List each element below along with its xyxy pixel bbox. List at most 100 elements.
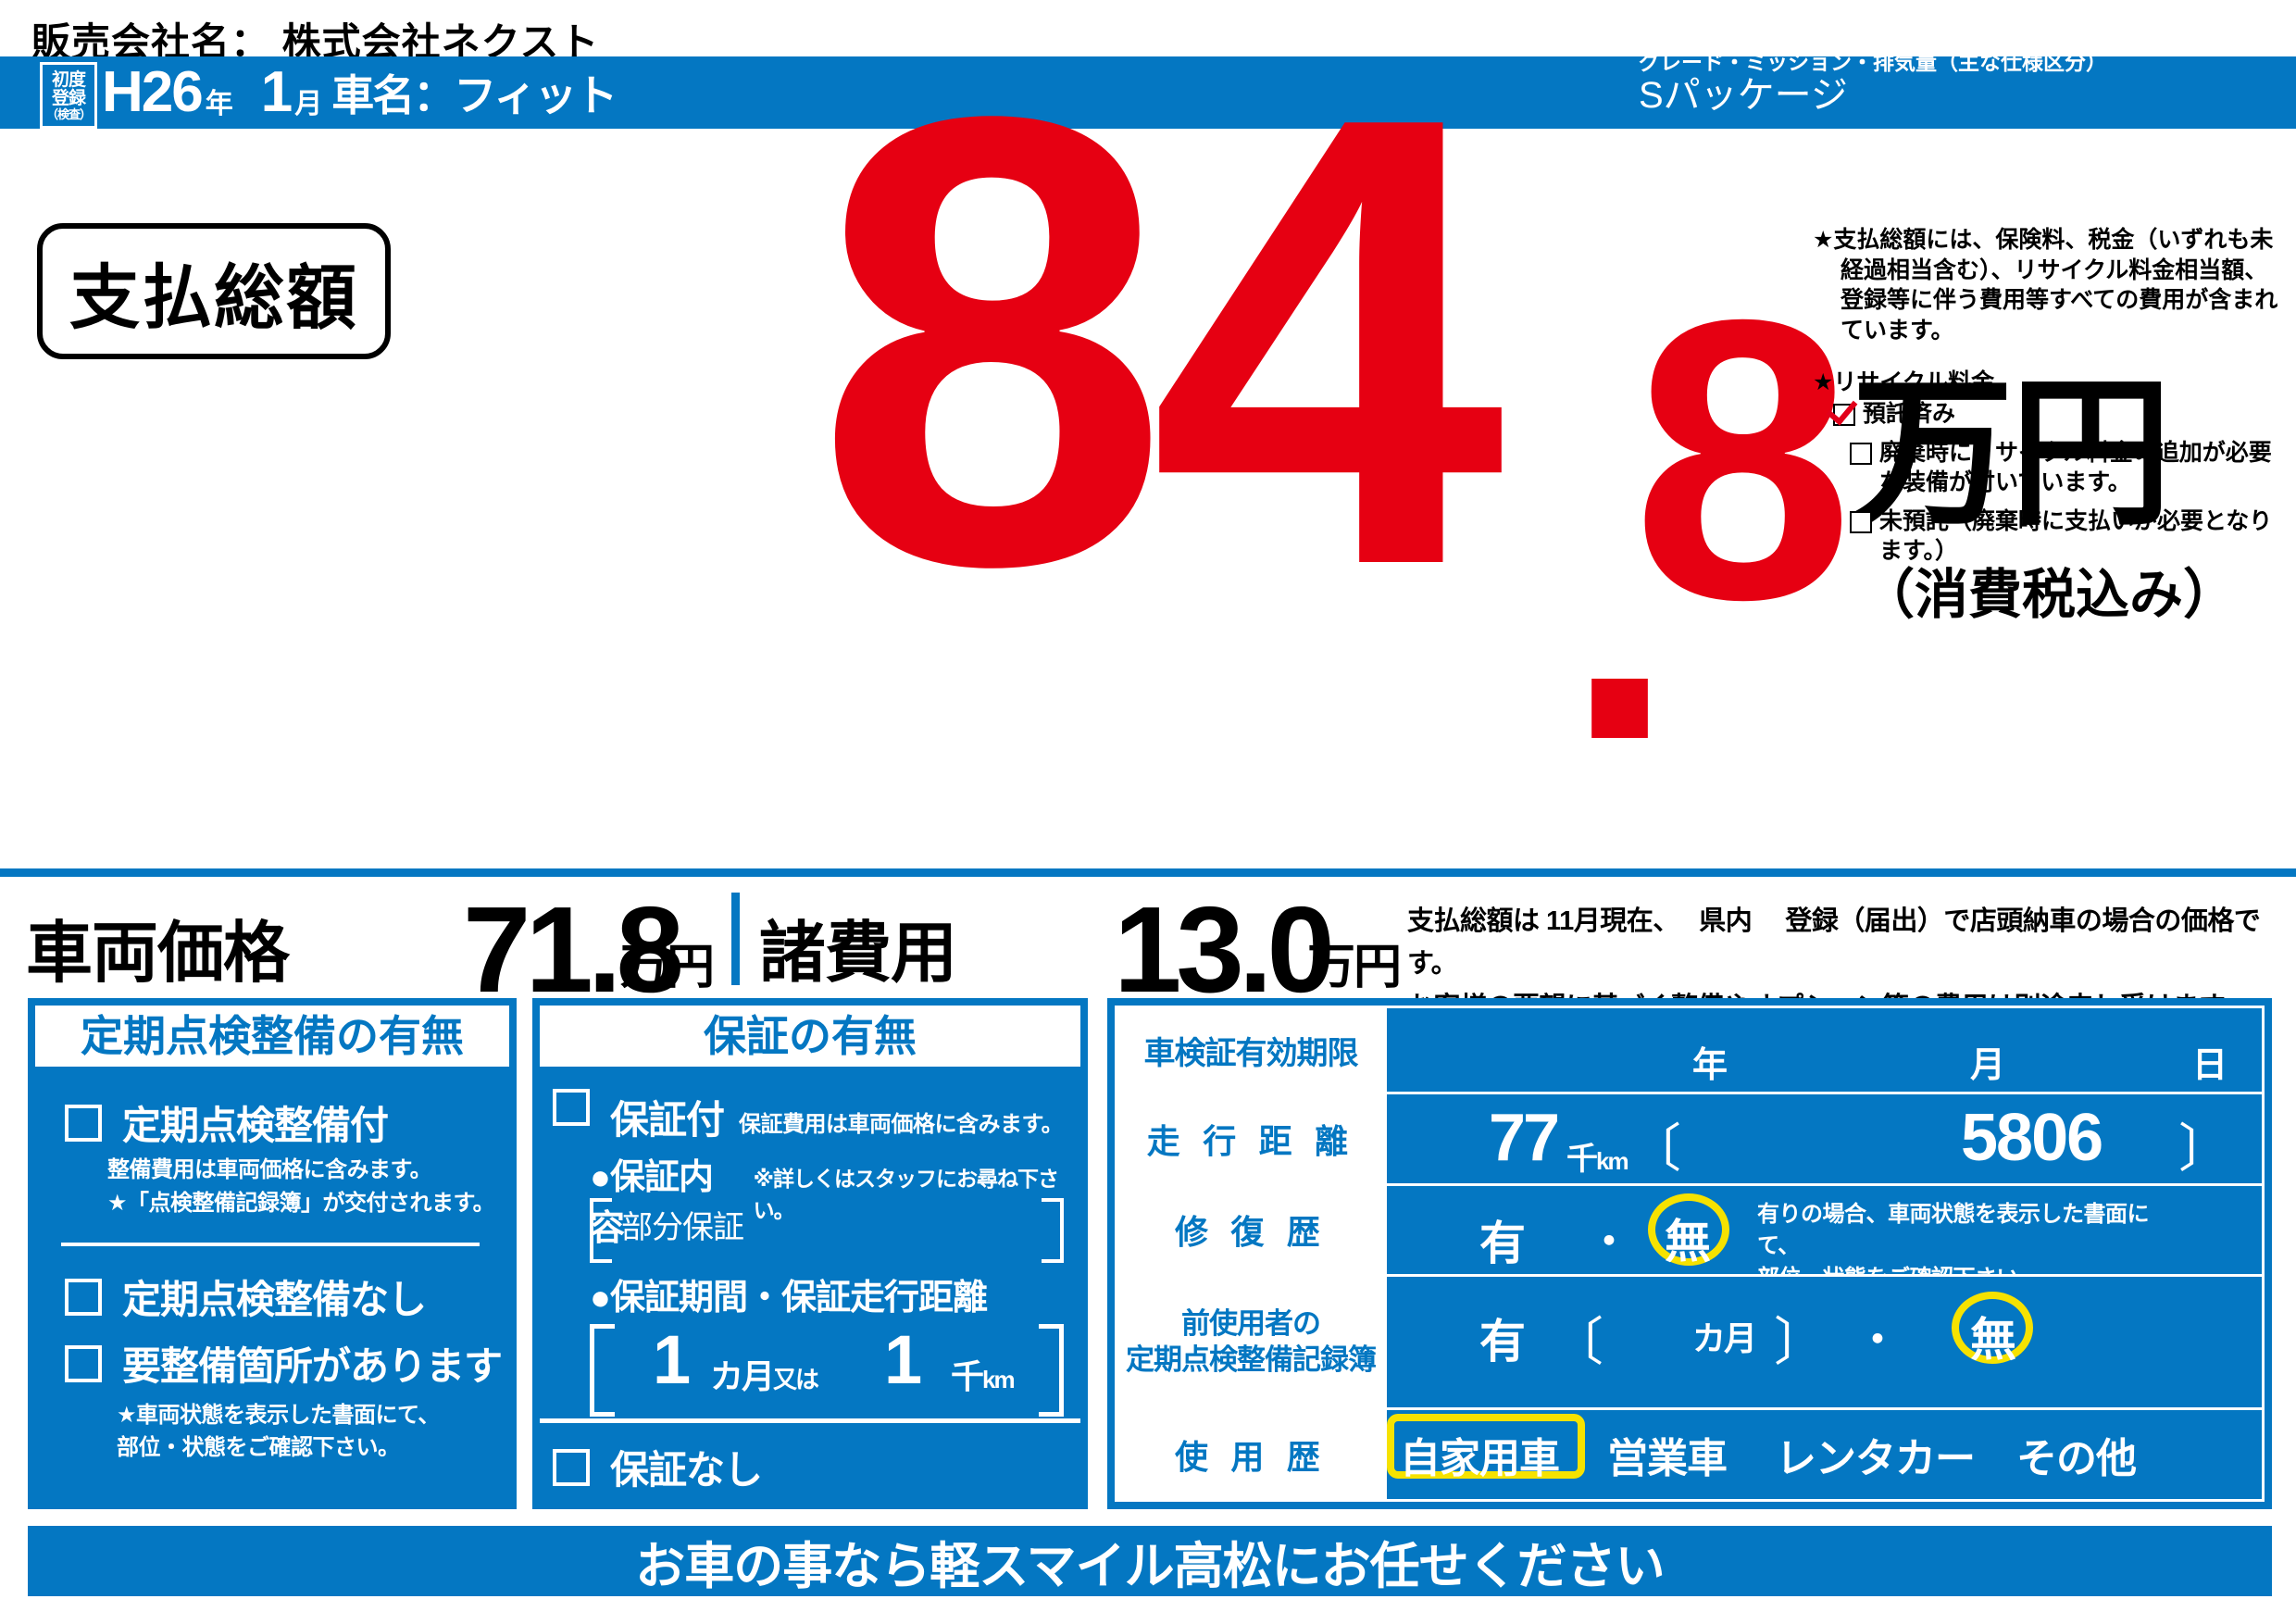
maintenance-panel-title: 定期点検整備の有無 <box>35 1006 509 1067</box>
header-band: 初度 登録 （検査） H26 年 1 月 車名： フィット グレード・ミッション… <box>0 50 2296 129</box>
table-row: 前使用者の 定期点検整備記録簿 有 〔 カ月 〕 ・ 無 <box>1115 1274 2265 1411</box>
spec-row-value-usage-history[interactable]: 自家用車 営業車 レンタカー その他 <box>1384 1407 2265 1502</box>
bracket-right-icon: 〕 <box>2178 1119 2230 1179</box>
warranty-period-bullet: ●保証期間・保証走行距離 <box>590 1279 988 1318</box>
grade-block: グレード・ミッション・排気量（主な仕様区分） Sパッケージ <box>1631 50 2279 117</box>
mileage-exact-value: 5806 <box>1961 1101 2103 1176</box>
checkbox-checked-icon[interactable] <box>1833 404 1855 426</box>
previous-owner-no[interactable]: 無 <box>1970 1314 2016 1367</box>
maintenance-note-line2: ★「点検整備記録簿」が交付されます。 <box>107 1191 495 1216</box>
warranty-option-with[interactable]: 保証付 保証費用は車両価格に含みます。 <box>553 1089 1064 1145</box>
spec-row-value-previous-owner-record[interactable]: 有 〔 カ月 〕 ・ 無 <box>1384 1274 2265 1411</box>
divider-above-price-row <box>0 868 2296 877</box>
price-row-divider <box>731 893 740 985</box>
spec-row-header-previous-owner-record: 前使用者の 定期点検整備記録簿 <box>1115 1274 1387 1411</box>
total-price-unit: 万円 <box>1852 364 2172 544</box>
inspection-year-label: 年 <box>1692 1046 1728 1085</box>
checkbox-icon[interactable] <box>65 1104 102 1142</box>
selection-box-icon <box>1387 1414 1585 1480</box>
warranty-option-none-label: 保証なし <box>610 1448 763 1492</box>
warranty-content-row: ●保証内容 ※詳しくはスタッフにお尋ね下さい。 <box>590 1148 1084 1250</box>
mileage-value: 77 <box>1489 1101 1560 1176</box>
tax-included-note: （消費税込み） <box>1861 565 2238 625</box>
warranty-option-with-label: 保証付 <box>610 1098 725 1142</box>
warranty-period-value: 1 <box>653 1321 692 1398</box>
repair-history-no[interactable]: 無 <box>1665 1215 1711 1268</box>
recycle-option-additional-equipment[interactable]: 廃棄時にリサイクル料金の追加が必要な装備が付いています。 <box>1813 438 2285 497</box>
bracket-left-icon: 〔 <box>1552 1313 1603 1372</box>
spec-row-header-repair-history: 修 復 歴 <box>1115 1182 1387 1278</box>
fees-unit: 万円 <box>1307 941 1402 994</box>
repair-history-yes[interactable]: 有 <box>1479 1217 1526 1269</box>
total-payment-disclosure: ★支払総額には、保険料、税金（いずれも未経過相当含む）、リサイクル料金相当額、登… <box>1813 227 2278 344</box>
bracket-left-icon: 〔 <box>1629 1119 1681 1179</box>
bottom-banner: お車の事なら軽スマイル高松にお任せください <box>28 1526 2272 1596</box>
usage-option-rental[interactable]: レンタカー <box>1776 1436 1976 1482</box>
maintenance-panel-divider <box>61 1243 480 1246</box>
usage-option-private[interactable]: 自家用車 <box>1400 1436 1560 1482</box>
warranty-period-unit: カ月又は <box>710 1357 819 1395</box>
warranty-option-with-note: 保証費用は車両価格に含みます。 <box>739 1112 1064 1137</box>
warranty-content-field[interactable]: 部分保証 <box>590 1198 1064 1263</box>
checkbox-icon[interactable] <box>553 1089 590 1126</box>
maintenance-option-needs-repair[interactable]: 要整備箇所があります <box>65 1335 503 1392</box>
usage-option-commercial[interactable]: 営業車 <box>1607 1436 1728 1482</box>
warranty-panel: 保証の有無 保証付 保証費用は車両価格に含みます。 ●保証内容 ※詳しくはスタッ… <box>532 998 1088 1509</box>
maintenance-option-with[interactable]: 定期点検整備付 <box>65 1094 389 1151</box>
recycle-option-not-deposited-label: 未預託（廃棄時に支払いが必要となります。） <box>1879 508 2273 564</box>
warranty-content-note: ※詳しくはスタッフにお尋ね下さい。 <box>753 1167 1059 1222</box>
table-row: 使 用 歴 自家用車 営業車 レンタカー その他 <box>1115 1407 2265 1502</box>
warranty-content-value: 部分保証 <box>621 1210 744 1245</box>
usage-option-other[interactable]: その他 <box>2016 1436 2137 1482</box>
repair-history-note-line1: 有りの場合、車両状態を表示した書面にて、 <box>1757 1201 2150 1259</box>
price-breakdown-row: 車両価格 71.8 万円 諸費用 13.0 万円 支払総額は 11月現在、 県内… <box>0 881 2296 1022</box>
checkbox-icon[interactable] <box>65 1344 102 1382</box>
table-row: 修 復 歴 有 ・ 無 有りの場合、車両状態を表示した書面にて、 部位・状態をご… <box>1115 1182 2265 1291</box>
bottom-banner-text: お車の事なら軽スマイル高松にお任せください <box>635 1538 1665 1594</box>
registration-year-unit: 年 <box>205 89 233 119</box>
maintenance-option-needs-repair-note: ★車両状態を表示した書面にて、 部位・状態をご確認下さい。 <box>117 1400 440 1465</box>
recycle-option-not-deposited[interactable]: 未預託（廃棄時に支払いが必要となります。） <box>1813 506 2285 566</box>
maintenance-note-line1: 整備費用は車両価格に含みます。 <box>107 1157 432 1182</box>
disclosure-notes: ★支払総額には、保険料、税金（いずれも未経過相当含む）、リサイクル料金相当額、登… <box>1813 225 2285 566</box>
maintenance-panel: 定期点検整備の有無 定期点検整備付 整備費用は車両価格に含みます。 ★「点検整備… <box>28 998 517 1509</box>
first-registration-line2: 登録 <box>51 88 86 108</box>
separator-dot: ・ <box>1589 1218 1629 1265</box>
spec-row-value-repair-history[interactable]: 有 ・ 無 有りの場合、車両状態を表示した書面にて、 部位・状態をご確認下さい。 <box>1384 1182 2265 1291</box>
checkbox-icon[interactable] <box>1850 511 1872 533</box>
grade-value: Sパッケージ <box>1639 75 1848 117</box>
first-registration-box: 初度 登録 （検査） <box>40 62 97 129</box>
spec-table: 車検証有効期限 年 月 日 走 行 距 離 77 千km 〔 580 <box>1115 1005 2265 1502</box>
checkbox-icon[interactable] <box>65 1278 102 1316</box>
previous-owner-header-line2: 定期点検整備記録簿 <box>1126 1343 1377 1376</box>
recycle-fee-heading: ★リサイクル料金 <box>1813 369 1995 395</box>
warranty-panel-title: 保証の有無 <box>540 1006 1080 1067</box>
mileage-unit: 千km <box>1566 1142 1629 1178</box>
registration-year-value: H26 <box>102 60 204 124</box>
checkbox-icon[interactable] <box>1850 443 1872 465</box>
previous-owner-header-line1: 前使用者の <box>1181 1307 1321 1341</box>
vehicle-price-label: 車両価格 <box>26 917 290 991</box>
maintenance-option-with-note: 整備費用は車両価格に含みます。 ★「点検整備記録簿」が交付されます。 <box>107 1154 495 1220</box>
spec-row-value-mileage[interactable]: 77 千km 〔 5806 〕 <box>1384 1092 2265 1186</box>
recycle-option-deposited[interactable]: 預託済み <box>1813 399 2285 429</box>
spec-row-header-mileage: 走 行 距 離 <box>1115 1092 1387 1186</box>
warranty-content-bullet: ●保証内容 <box>590 1158 714 1248</box>
separator-dot: ・ <box>1857 1318 1898 1364</box>
bracket-left-icon <box>590 1198 612 1263</box>
registration-month-unit: 月 <box>294 89 323 119</box>
first-registration-line3: （検査） <box>45 106 92 121</box>
checkbox-icon[interactable] <box>553 1448 590 1486</box>
warranty-period-field[interactable]: 1 カ月又は 1 千km <box>590 1321 1064 1417</box>
warranty-option-none[interactable]: 保証なし <box>553 1439 763 1495</box>
vehicle-price-unit: 万円 <box>620 941 715 994</box>
maintenance-option-without[interactable]: 定期点検整備なし <box>65 1268 427 1325</box>
inspection-day-label: 日 <box>2192 1046 2228 1085</box>
selection-ring-icon <box>1648 1193 1729 1266</box>
spec-row-value-inspection-expiry[interactable]: 年 月 日 <box>1384 1005 2265 1095</box>
previous-owner-yes[interactable]: 有 <box>1479 1316 1526 1368</box>
table-row: 走 行 距 離 77 千km 〔 5806 〕 <box>1115 1092 2265 1186</box>
price-row-note-line1: 支払総額は 11月現在、 県内 登録（届出）で店頭納車の場合の価格です。 <box>1407 906 2261 980</box>
spec-row-header-usage-history: 使 用 歴 <box>1115 1407 1387 1502</box>
